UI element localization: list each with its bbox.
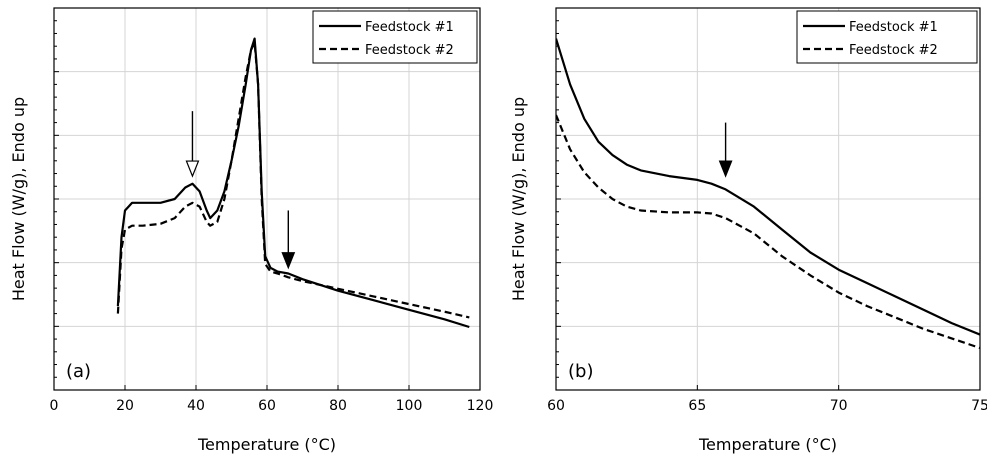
legend-box: [796, 10, 978, 64]
grid-b: [556, 8, 980, 390]
y-axis-title-b: Heat Flow (W/g), Endo up: [509, 97, 528, 301]
legend-label-2: Feedstock #2: [365, 43, 454, 58]
x-tick-label: 0: [50, 398, 59, 414]
panel-label-a: (a): [66, 361, 91, 382]
x-axis-title-b: Temperature (°C): [698, 435, 837, 454]
hollow-arrow-1: [185, 111, 200, 178]
x-axis-title-a: Temperature (°C): [197, 435, 336, 454]
x-tick-label: 60: [547, 398, 565, 414]
x-axis-a: 0 20 40 60 80 100 120: [50, 385, 494, 414]
x-tick-label: 40: [187, 398, 205, 414]
grid-a: [54, 8, 480, 390]
legend-b: Feedstock #1 Feedstock #2: [796, 10, 978, 64]
series-line-2: [556, 114, 980, 350]
series-line-1: [556, 38, 980, 336]
series-line-2: [116, 41, 470, 319]
y-minor-ticks-b: [556, 7, 561, 391]
series-line-1: [116, 37, 470, 329]
annotations-b: [718, 122, 733, 178]
annotations-a: [185, 111, 296, 270]
panel-label-b: (b): [568, 361, 593, 382]
legend-a: Feedstock #1 Feedstock #2: [312, 10, 478, 64]
legend-label-2: Feedstock #2: [849, 43, 938, 58]
x-tick-label: 70: [830, 398, 848, 414]
x-axis-b: 60 65 70 75: [547, 385, 987, 414]
x-tick-label: 20: [116, 398, 134, 414]
legend-label-1: Feedstock #1: [849, 20, 938, 35]
chart-panel-a: 0 20 40 60 80 100 120 Feedstock #1 Feedstock #2…: [9, 7, 494, 454]
chart-panel-b: 60 65 70 75 Feedstock #1 Feedstock #2 (b) Te…: [509, 7, 987, 454]
filled-arrow-1: [718, 122, 733, 178]
y-minor-ticks-a: [54, 7, 59, 391]
series-layer-a: [116, 37, 470, 329]
x-tick-label: 100: [396, 398, 423, 414]
filled-arrow-2: [281, 210, 296, 270]
x-tick-label: 120: [467, 398, 494, 414]
x-tick-label: 65: [688, 398, 706, 414]
x-tick-label: 80: [329, 398, 347, 414]
x-tick-label: 75: [971, 398, 987, 414]
x-tick-label: 60: [258, 398, 276, 414]
legend-label-1: Feedstock #1: [365, 20, 454, 35]
legend-box: [312, 10, 478, 64]
y-axis-title-a: Heat Flow (W/g), Endo up: [9, 97, 28, 301]
series-layer-b: [556, 38, 980, 350]
